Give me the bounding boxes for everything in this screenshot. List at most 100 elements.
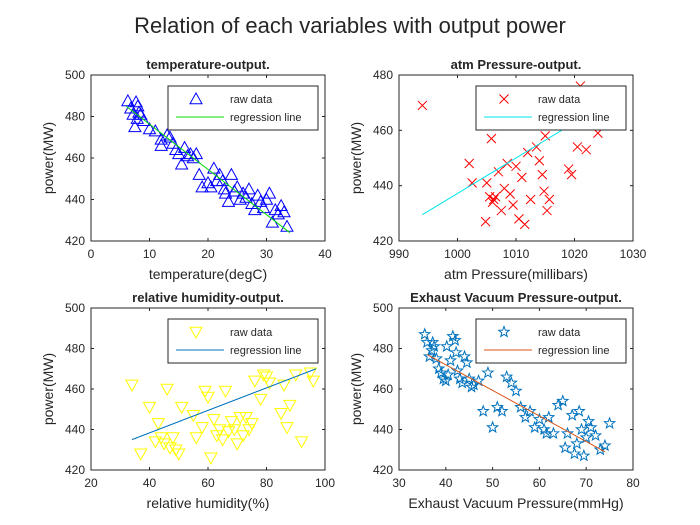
data-point — [486, 133, 497, 144]
data-point — [417, 100, 428, 111]
legend-label: raw data — [230, 94, 273, 106]
x-tick-label: 100 — [315, 476, 335, 490]
x-tick-label: 30 — [392, 476, 406, 490]
data-point — [125, 379, 139, 392]
marker-shape — [247, 202, 262, 216]
data-point — [160, 128, 174, 141]
marker-shape — [556, 394, 570, 407]
data-point — [259, 371, 274, 384]
x-tick-label: 60 — [201, 476, 215, 490]
data-point — [186, 150, 201, 164]
marker-shape — [434, 365, 448, 379]
marker-shape — [570, 436, 584, 450]
marker-shape — [504, 375, 518, 389]
marker-shape — [496, 205, 507, 216]
marker-shape — [166, 432, 180, 445]
marker-shape — [195, 180, 209, 193]
marker-shape — [128, 119, 142, 133]
marker-shape — [189, 326, 203, 340]
marker-shape — [130, 111, 145, 124]
data-point — [271, 206, 286, 220]
marker-shape — [262, 377, 277, 390]
marker-shape — [495, 404, 509, 417]
marker-shape — [204, 452, 218, 465]
marker-shape — [525, 194, 536, 205]
data-point — [163, 442, 177, 455]
legend-box — [475, 85, 627, 131]
data-point — [262, 377, 277, 390]
y-tick-label: 480 — [373, 68, 393, 82]
marker-shape — [500, 369, 514, 383]
data-point — [283, 399, 297, 413]
data-point — [525, 194, 536, 205]
legend: raw data regression line — [475, 318, 627, 364]
data-point — [207, 414, 221, 427]
data-point — [434, 365, 448, 379]
legend-label: raw data — [230, 327, 273, 339]
data-point — [558, 440, 572, 454]
marker-shape — [174, 401, 189, 415]
data-point — [277, 379, 291, 392]
data-point — [577, 448, 591, 462]
data-point — [221, 194, 236, 207]
data-point — [523, 404, 537, 417]
x-tick-label: 20 — [201, 247, 215, 261]
marker-shape — [443, 353, 458, 367]
data-point — [253, 393, 268, 407]
marker-shape — [154, 432, 169, 445]
data-point — [449, 345, 463, 359]
x-axis-label: relative humidity(%) — [147, 495, 270, 511]
marker-shape — [581, 144, 592, 155]
data-point — [539, 426, 554, 440]
marker-shape — [523, 404, 537, 417]
data-point — [121, 93, 135, 107]
legend-box — [167, 85, 319, 131]
data-point — [195, 180, 209, 193]
subplot-title: relative humidity-output. — [132, 290, 284, 305]
marker-shape — [294, 436, 309, 449]
marker-shape — [476, 404, 490, 417]
marker-shape — [195, 422, 209, 435]
marker-shape — [242, 182, 256, 195]
marker-shape — [189, 146, 204, 160]
marker-shape — [218, 186, 233, 199]
marker-shape — [189, 432, 204, 445]
data-point — [566, 169, 577, 180]
marker-shape — [224, 167, 239, 180]
marker-shape — [168, 142, 183, 155]
data-point — [157, 438, 171, 451]
data-point — [481, 178, 492, 188]
data-point — [534, 155, 545, 166]
data-point — [154, 138, 169, 151]
marker-shape — [201, 175, 215, 189]
x-tick-label: 70 — [580, 476, 594, 490]
data-point — [133, 448, 148, 461]
data-point — [504, 375, 518, 389]
data-point — [189, 146, 204, 160]
data-point — [198, 385, 212, 399]
data-point — [224, 167, 239, 180]
x-tick-label: 1000 — [444, 247, 471, 261]
data-point — [488, 194, 499, 205]
data-point — [516, 172, 527, 183]
x-tick-label: 80 — [260, 476, 274, 490]
data-point — [441, 367, 455, 381]
y-tick-label: 420 — [373, 234, 393, 248]
data-point — [236, 430, 250, 443]
y-axis-label: power(MW) — [348, 122, 364, 194]
regression-line — [131, 368, 317, 441]
data-point — [476, 404, 490, 417]
y-axis-label: power(MW) — [40, 353, 56, 425]
data-point — [136, 113, 151, 126]
data-point — [171, 146, 186, 160]
data-point — [500, 369, 514, 383]
data-point — [221, 426, 236, 439]
marker-shape — [490, 191, 501, 202]
y-tick-label: 420 — [373, 463, 393, 477]
data-point — [168, 142, 183, 155]
marker-shape — [186, 150, 201, 164]
legend-box — [475, 318, 627, 364]
data-point — [464, 158, 475, 169]
marker-shape — [588, 428, 603, 442]
marker-shape — [563, 164, 574, 174]
